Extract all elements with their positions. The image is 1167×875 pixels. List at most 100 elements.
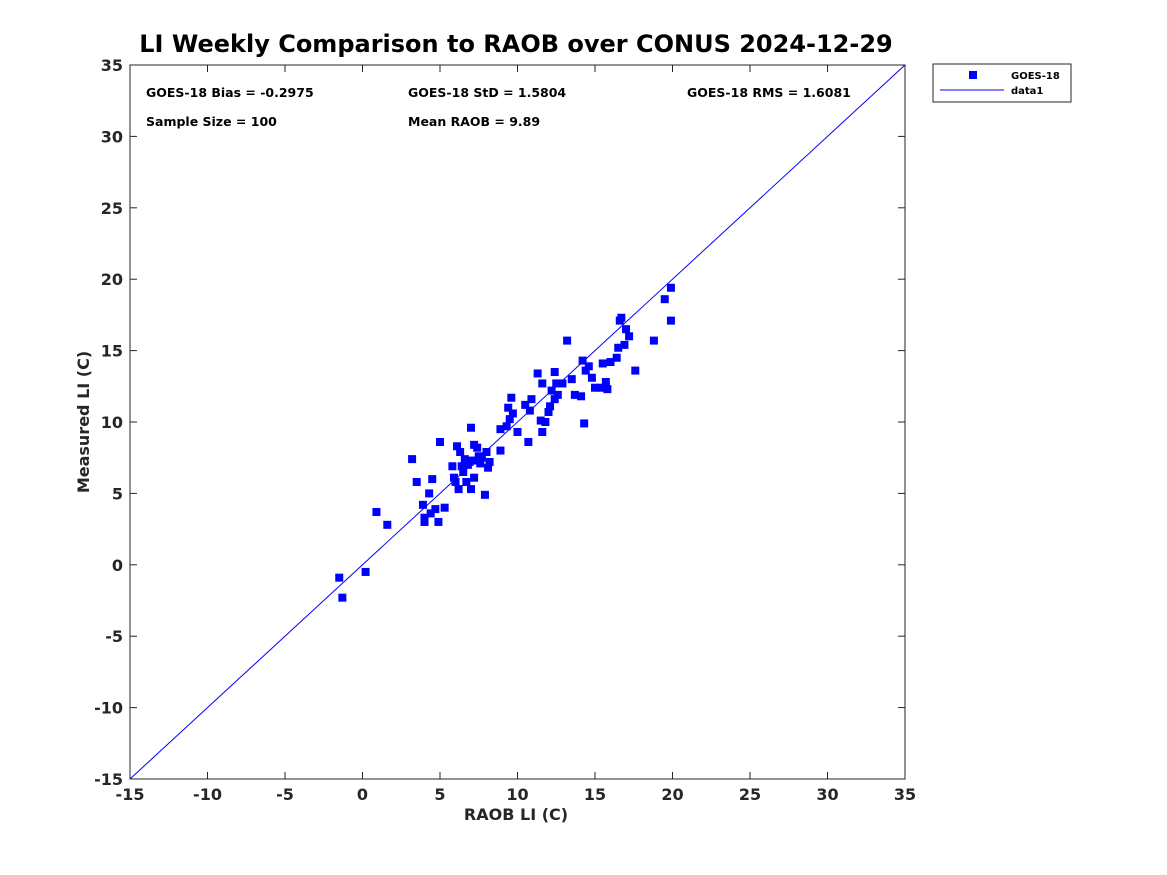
data-point (496, 446, 505, 455)
data-point (448, 462, 457, 471)
x-axis-label: RAOB LI (C) (464, 805, 568, 824)
data-point (480, 490, 489, 499)
data-point (612, 353, 621, 362)
data-point (620, 340, 629, 349)
data-point (440, 503, 449, 512)
data-point (476, 459, 485, 468)
data-point (550, 368, 559, 377)
data-point (513, 427, 522, 436)
x-tick-label: 30 (816, 785, 838, 804)
data-point (456, 447, 465, 456)
stat-std: GOES-18 StD = 1.5804 (408, 85, 566, 100)
data-point (451, 477, 460, 486)
data-point (544, 408, 553, 417)
data-point (508, 409, 517, 418)
data-point (550, 395, 559, 404)
data-point (426, 509, 435, 518)
y-tick-label: -15 (94, 770, 123, 789)
data-point (666, 316, 675, 325)
data-point (496, 425, 505, 434)
data-point (428, 475, 437, 484)
data-point (606, 358, 615, 367)
legend-label-data1: data1 (1011, 86, 1043, 97)
data-point (584, 362, 593, 371)
data-point (541, 418, 550, 426)
data-point (482, 447, 491, 456)
chart-title: LI Weekly Comparison to RAOB over CONUS … (139, 30, 892, 58)
data-point (601, 378, 610, 387)
data-point (597, 383, 606, 392)
data-point (504, 403, 513, 412)
axes-box (129, 64, 906, 780)
x-tick-label: -5 (276, 785, 294, 804)
data-point (631, 366, 640, 375)
data-point (408, 455, 417, 464)
data-point (587, 373, 596, 382)
legend-label-goes18: GOES-18 (1011, 71, 1060, 82)
data-point (462, 477, 471, 486)
data-point (527, 395, 536, 404)
data-point (660, 295, 669, 304)
stat-rms: GOES-18 RMS = 1.6081 (687, 85, 851, 100)
x-tick-label: 0 (357, 785, 368, 804)
data-point (617, 313, 626, 322)
data-point (580, 419, 589, 428)
data-point (598, 359, 607, 368)
data-point (524, 437, 533, 446)
data-point (538, 379, 547, 388)
data-point (338, 593, 347, 602)
data-point (335, 573, 344, 582)
y-tick-label: -10 (94, 699, 123, 718)
data-point (578, 356, 587, 365)
data-point (470, 473, 479, 482)
y-tick-label: 5 (112, 484, 123, 503)
data-point (603, 385, 612, 394)
legend-marker-goes18 (969, 71, 977, 79)
data-point (546, 402, 555, 411)
data-point (477, 453, 486, 462)
stat-sample-size: Sample Size = 100 (146, 114, 277, 129)
data-point (484, 463, 493, 472)
data-point (591, 383, 599, 392)
data-point (485, 457, 494, 466)
data-point (533, 369, 542, 378)
data-point (436, 437, 444, 446)
data-point (420, 517, 429, 526)
data-point (453, 442, 462, 451)
data-point (558, 379, 567, 388)
x-tick-label: -15 (116, 785, 145, 804)
scatter-points (335, 283, 675, 602)
data-point (649, 336, 658, 345)
data-point (467, 485, 475, 494)
data-point (577, 392, 586, 401)
reference-line-group (129, 64, 906, 780)
data-point (622, 325, 630, 334)
x-tick-label: 25 (739, 785, 761, 804)
y-tick-label: 25 (101, 199, 123, 218)
data-point (425, 489, 434, 498)
data-point (372, 507, 381, 516)
data-point (507, 393, 516, 402)
y-tick-label: -5 (105, 627, 123, 646)
y-axis-label: Measured LI (C) (74, 351, 93, 493)
data-point (420, 513, 429, 522)
legend: GOES-18 data1 (932, 63, 1072, 103)
x-tick-label: 35 (894, 785, 916, 804)
data-point (521, 400, 530, 409)
data-point (502, 422, 511, 431)
x-tick-label: 5 (434, 785, 445, 804)
data-point (473, 443, 482, 452)
x-tick-label: -10 (193, 785, 222, 804)
data-point (614, 343, 623, 352)
data-point (625, 332, 634, 341)
data-point (457, 462, 466, 471)
data-point (552, 379, 561, 388)
data-point (431, 505, 440, 514)
y-tick-label: 35 (101, 56, 123, 75)
data-point (505, 415, 514, 424)
data-point (581, 366, 590, 375)
data-point (553, 390, 562, 399)
data-point (449, 473, 458, 482)
y-tick-label: 15 (101, 342, 123, 361)
